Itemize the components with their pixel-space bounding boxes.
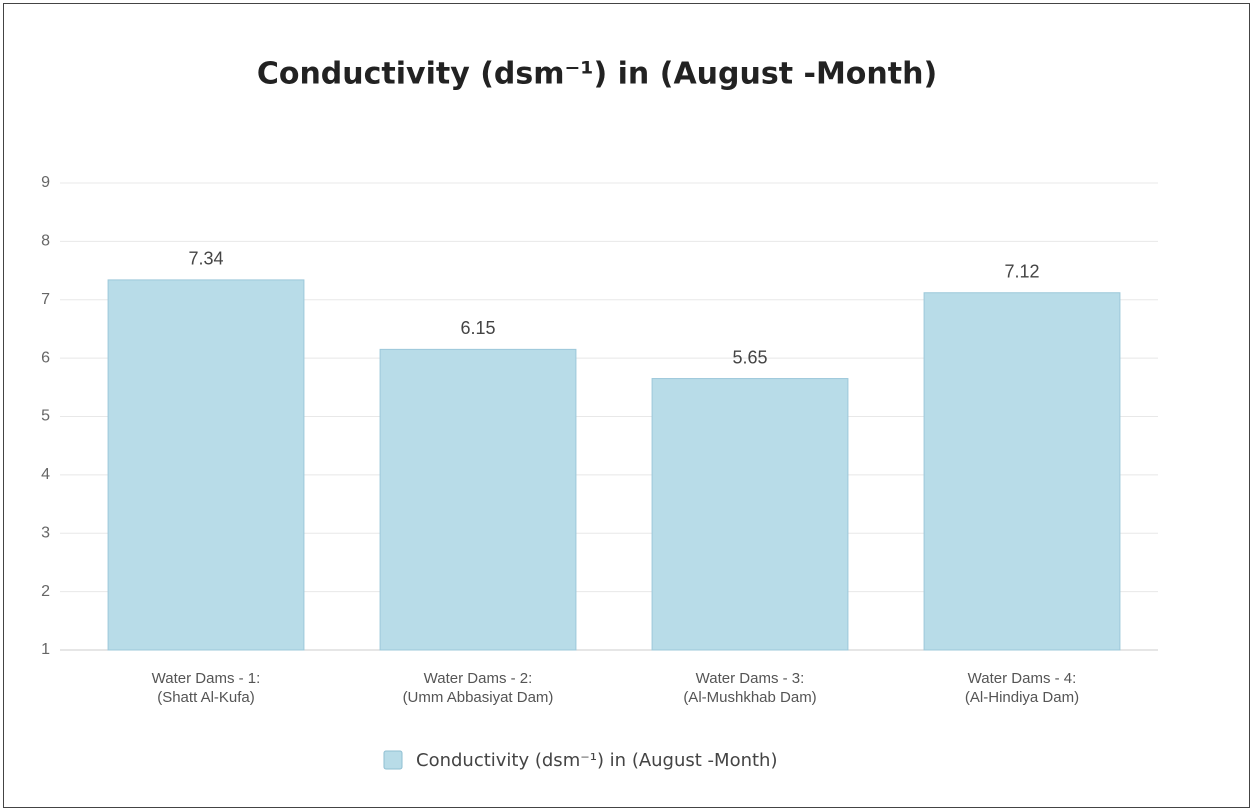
value-label: 5.65 — [732, 347, 767, 367]
x-tick-label: Water Dams - 3: — [696, 670, 805, 687]
bar — [923, 292, 1121, 651]
y-tick-label: 2 — [41, 583, 50, 600]
x-tick-label: Water Dams - 4: — [968, 670, 1077, 687]
y-tick-label: 7 — [41, 291, 50, 308]
bar — [651, 378, 849, 651]
y-tick-label: 6 — [41, 349, 50, 366]
x-tick-label: (Umm Abbasiyat Dam) — [403, 689, 554, 706]
y-tick-label: 3 — [41, 524, 50, 541]
x-tick-label: Water Dams - 1: — [152, 670, 261, 687]
chart-title: Conductivity (dsm⁻¹) in (August -Month) — [257, 57, 937, 92]
value-label: 7.34 — [188, 249, 223, 269]
legend-label: Conductivity (dsm⁻¹) in (August -Month) — [416, 750, 778, 771]
frame — [3, 3, 1250, 808]
y-tick-label: 9 — [41, 174, 50, 191]
x-tick-label: (Shatt Al-Kufa) — [157, 689, 255, 706]
y-tick-label: 5 — [41, 408, 50, 425]
legend-swatch — [383, 750, 403, 770]
value-label: 6.15 — [460, 318, 495, 338]
y-tick-label: 4 — [41, 466, 50, 483]
bar — [379, 348, 577, 651]
y-tick-label: 8 — [41, 233, 50, 250]
x-tick-label: (Al-Mushkhab Dam) — [683, 689, 816, 706]
x-tick-label: (Al-Hindiya Dam) — [965, 689, 1079, 706]
x-tick-label: Water Dams - 2: — [424, 670, 533, 687]
value-label: 7.12 — [1004, 261, 1039, 281]
bar — [107, 279, 305, 651]
y-tick-label: 1 — [41, 641, 50, 658]
